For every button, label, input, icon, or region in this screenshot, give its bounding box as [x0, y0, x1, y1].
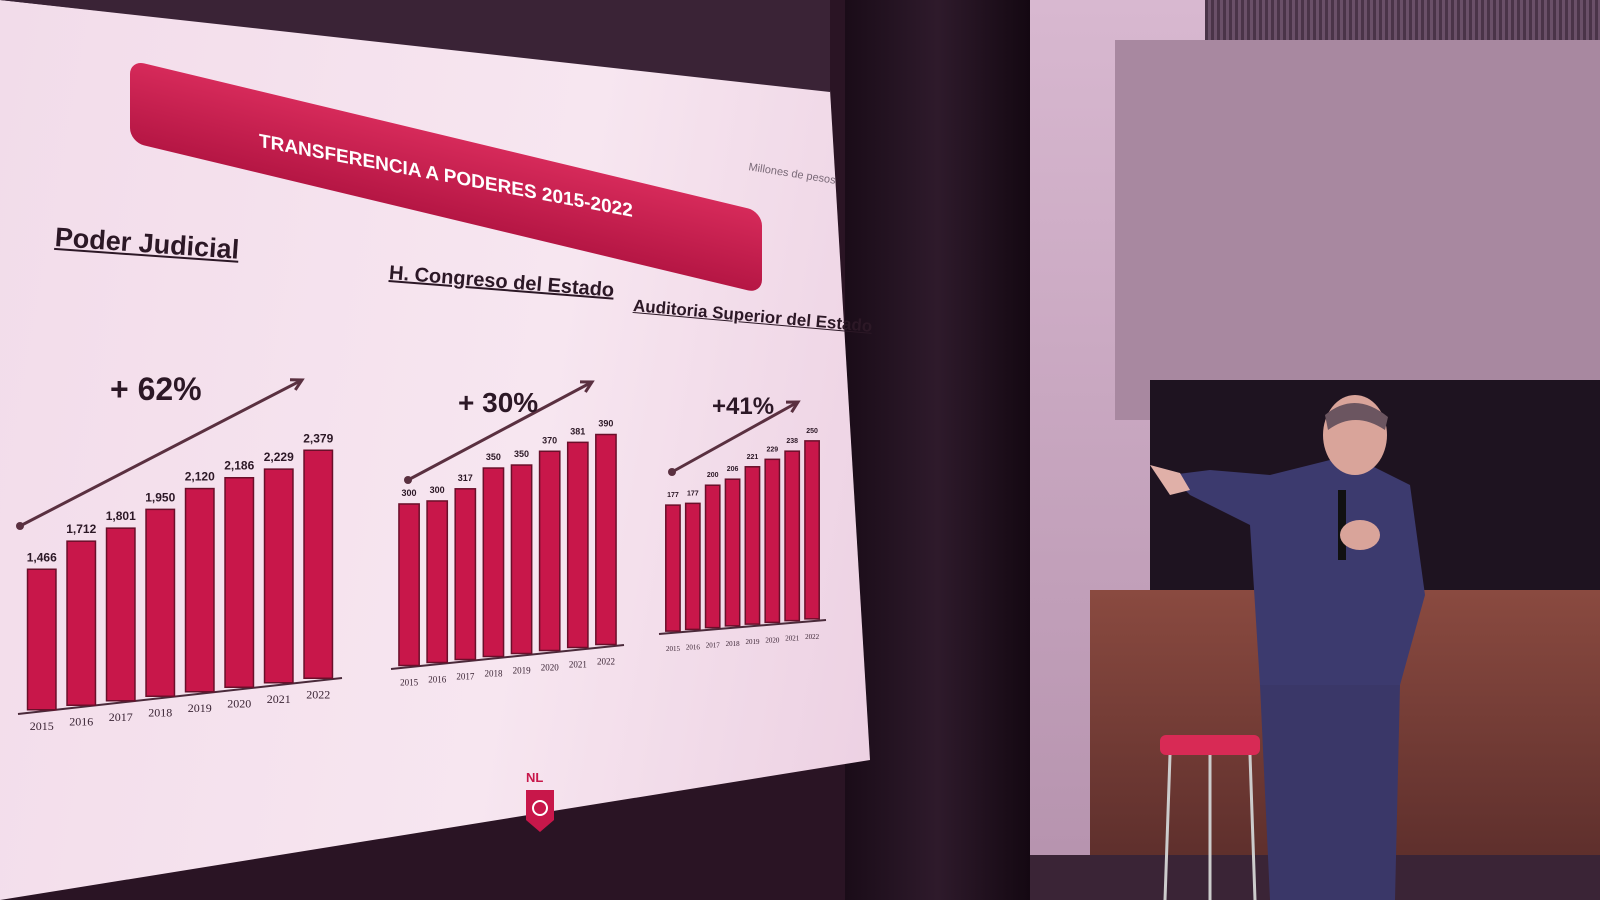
x-tick-label: 2018 [484, 669, 503, 679]
data-label: 317 [458, 473, 473, 483]
bar-2018 [724, 478, 741, 627]
trend-arrow [19, 378, 303, 528]
data-label: 229 [766, 446, 778, 453]
x-tick-label: 2019 [188, 701, 212, 715]
svg-text:NL: NL [526, 770, 543, 785]
x-tick-label: 2022 [306, 687, 330, 701]
data-label: 1,712 [66, 522, 96, 536]
bar-2015 [26, 568, 57, 711]
data-label: 390 [598, 419, 613, 429]
data-label: 2,120 [185, 470, 215, 484]
bar-2020 [224, 476, 255, 689]
data-label: 300 [430, 485, 445, 495]
x-tick-label: 2022 [597, 657, 615, 667]
red-stool [1160, 735, 1260, 900]
bar-2016 [66, 540, 97, 706]
bar-charts: 1,466 2015 1,712 2016 1,801 2017 1,950 2018 2,12… [16, 371, 827, 733]
data-label: 200 [707, 472, 719, 479]
presenter [1150, 395, 1425, 900]
bar-2020 [538, 450, 561, 652]
data-label: 177 [667, 492, 679, 499]
bar-2018 [482, 467, 505, 658]
data-label: 2,379 [303, 431, 333, 445]
data-label: 177 [687, 490, 699, 497]
growth-annotation: + 62% [110, 371, 202, 407]
data-label: 206 [727, 466, 739, 473]
x-axis-line [658, 619, 827, 635]
x-tick-label: 2015 [400, 678, 419, 688]
x-tick-label: 2021 [267, 692, 291, 706]
trend-arrow-start [668, 468, 676, 476]
x-tick-label: 2020 [227, 696, 251, 710]
bar-2020 [764, 458, 781, 624]
x-tick-label: 2018 [148, 705, 172, 719]
data-label: 1,950 [145, 490, 175, 504]
x-tick-label: 2020 [541, 663, 560, 673]
trend-arrowhead [289, 378, 305, 391]
growth-annotation: +41% [712, 393, 774, 420]
data-label: 381 [570, 426, 585, 436]
trend-arrow [407, 380, 593, 482]
bar-2017 [105, 527, 136, 702]
stage-curtain [845, 0, 1030, 900]
wall-panel [1115, 40, 1600, 420]
bar-2017 [704, 484, 721, 629]
bar-2016 [684, 502, 701, 631]
data-label: 1,801 [106, 509, 136, 523]
trend-arrowhead [785, 400, 801, 413]
trend-arrow [671, 400, 799, 474]
bar-2019 [510, 464, 533, 655]
x-tick-label: 2016 [686, 643, 701, 651]
x-tick-label: 2017 [706, 642, 721, 650]
x-tick-label: 2017 [109, 710, 133, 724]
data-label: 238 [786, 438, 798, 445]
x-tick-label: 2021 [569, 660, 587, 670]
x-tick-label: 2019 [513, 666, 532, 676]
bar-2021 [784, 450, 801, 622]
bar-2015 [665, 504, 681, 632]
x-tick-label: 2016 [428, 675, 447, 685]
x-tick-label: 2015 [666, 645, 681, 653]
data-label: 221 [747, 454, 759, 461]
trend-arrow-start [16, 522, 24, 530]
bar-2022 [804, 440, 820, 620]
data-label: 350 [514, 449, 529, 459]
nl-logo: NL [526, 770, 554, 832]
bar-2018 [145, 508, 176, 697]
x-tick-label: 2017 [456, 672, 475, 682]
trend-arrowhead [579, 380, 595, 393]
x-tick-label: 2019 [745, 638, 760, 646]
growth-annotation: + 30% [458, 387, 538, 418]
bar-2022 [595, 433, 617, 646]
x-tick-label: 2018 [726, 640, 741, 648]
x-tick-label: 2016 [69, 714, 93, 728]
bar-2016 [426, 500, 449, 664]
bar-2022 [303, 449, 334, 679]
bar-2019 [744, 466, 761, 625]
data-label: 350 [486, 452, 501, 462]
bar-2017 [454, 488, 477, 661]
bar-2021 [566, 441, 589, 649]
x-tick-label: 2015 [30, 719, 54, 733]
bar-2021 [263, 468, 294, 684]
data-label: 2,229 [264, 450, 294, 464]
data-label: 250 [806, 428, 818, 435]
data-label: 370 [542, 435, 557, 445]
x-axis-line [17, 677, 343, 715]
x-tick-label: 2022 [805, 633, 820, 641]
x-tick-label: 2020 [765, 636, 780, 644]
bar-2019 [184, 487, 215, 693]
data-label: 1,466 [27, 550, 57, 564]
x-axis-line [390, 644, 625, 670]
data-label: 2,186 [224, 459, 254, 473]
data-label: 300 [402, 488, 417, 498]
bar-2015 [398, 503, 420, 667]
x-tick-label: 2021 [785, 635, 800, 643]
trend-arrow-start [404, 476, 412, 484]
